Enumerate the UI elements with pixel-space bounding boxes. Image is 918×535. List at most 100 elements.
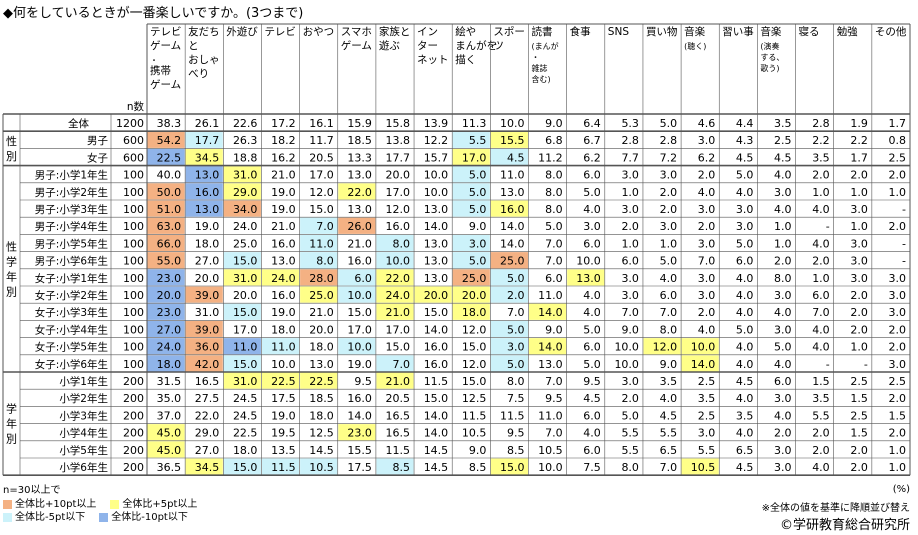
column-header-text: 歌う) [760, 63, 779, 73]
cell-value: 34.5 [195, 151, 220, 164]
cell-value: 10.0 [614, 341, 639, 354]
cell-highlight [376, 372, 414, 389]
cell-highlight [185, 148, 223, 166]
cell-value: 20.0 [462, 289, 487, 302]
row-n: 200 [123, 427, 144, 440]
cell-value: 8.0 [774, 272, 792, 285]
cell-value: 11.0 [309, 237, 334, 250]
cell-value: 1.5 [889, 409, 907, 422]
column-header-text: おしゃ [188, 54, 220, 66]
cell-value: 24.5 [233, 392, 258, 405]
cell-value: 3.0 [507, 341, 525, 354]
group-label: 年 [6, 417, 17, 431]
cell-value: 2.5 [698, 375, 716, 388]
cell-highlight [376, 269, 414, 286]
cell-value: 4.0 [583, 306, 601, 319]
cell-value: 3.0 [469, 237, 487, 250]
cell-value: 18.8 [233, 151, 258, 164]
column-header-text: 家族と [379, 25, 411, 38]
column-header-text: ター [417, 40, 438, 52]
cell-value: 11.5 [271, 461, 296, 474]
cell-highlight [300, 372, 338, 389]
cell-value: 3.0 [774, 444, 792, 457]
cell-value: 3.0 [698, 134, 716, 147]
column-header-text: ゲーム [150, 40, 181, 52]
cell-value: 23.0 [347, 427, 372, 440]
cell-value: 8.5 [507, 444, 525, 457]
cell-value: 22.0 [195, 409, 220, 422]
cell-value: 2.0 [850, 444, 868, 457]
cell-highlight [452, 234, 490, 252]
row-label: 男子:小学6年生 [35, 255, 108, 268]
legend: n=30以上で 全体比+10pt以上 全体比+5pt以上 全体比-5pt以下 全… [3, 484, 197, 525]
row-label: 小学2年生 [59, 392, 108, 405]
cell-value: 7.0 [316, 220, 334, 233]
cell-value: 2.5 [698, 409, 716, 422]
group-label: 別 [6, 285, 17, 298]
cell-value: 6.0 [583, 409, 601, 422]
cell-value: 8.0 [393, 237, 411, 250]
cell-value: 50.0 [157, 186, 182, 199]
cell-value: 4.0 [736, 358, 754, 371]
cell-value: 15.0 [347, 306, 372, 319]
cell-value: 20.0 [424, 289, 449, 302]
cell-value: 2.0 [621, 392, 639, 405]
cell-value: 15.0 [233, 461, 258, 474]
cell-value: 4.0 [736, 392, 754, 405]
row-label: 男子:小学5年生 [35, 237, 108, 250]
cell-highlight [338, 183, 376, 200]
cell-value: 12.2 [424, 134, 449, 147]
cell-value: 3.0 [698, 203, 716, 216]
cell-highlight [376, 234, 414, 252]
cell-value: 2.5 [850, 409, 868, 422]
cell-value: 4.0 [736, 306, 754, 319]
cell-value: 7.0 [621, 306, 639, 319]
legend-item-plus10: 全体比+10pt以上 [3, 498, 96, 512]
cell-value: 25.0 [462, 272, 487, 285]
cell-highlight [681, 338, 719, 355]
cell-value: 4.0 [736, 272, 754, 285]
group-label: 性 [6, 134, 17, 148]
cell-value: 21.0 [271, 220, 296, 233]
cell-value: 15.0 [424, 392, 449, 405]
cell-value: 4.0 [812, 323, 830, 336]
cell-highlight [567, 269, 605, 286]
cell-value: 19.0 [271, 409, 296, 422]
cell-value: 1.0 [889, 444, 907, 457]
row-n: 600 [123, 134, 144, 147]
cell-value: 6.0 [583, 341, 601, 354]
row-label: 男子:小学1年生 [35, 169, 108, 182]
cell-value: 21.0 [347, 237, 372, 250]
cell-value: - [826, 358, 830, 371]
cell-highlight [185, 338, 223, 355]
cell-highlight [643, 338, 681, 355]
row-n: 100 [123, 186, 144, 199]
cell-value: 3.0 [889, 358, 907, 371]
cell-value: 6.2 [583, 151, 601, 164]
cell-value: 14.0 [538, 341, 563, 354]
legend-item-minus10: 全体比-10pt以下 [99, 511, 188, 525]
cell-value: 17.0 [233, 323, 258, 336]
cell-value: 4.6 [698, 117, 716, 130]
cell-value: 22.6 [233, 117, 258, 130]
cell-value: 10.0 [386, 255, 411, 268]
cell-value: 1.5 [850, 427, 868, 440]
column-header-text: 遊ぶ [379, 39, 400, 52]
cell-value: 21.0 [386, 375, 411, 388]
cell-value: 13.0 [424, 237, 449, 250]
cell-highlight [223, 252, 261, 269]
cell-value: 11.3 [462, 117, 487, 130]
cell-highlight [452, 131, 490, 148]
cell-value: 7.0 [660, 461, 678, 474]
cell-value: 5.5 [621, 444, 639, 457]
cell-value: 5.0 [736, 237, 754, 250]
group-label: 学 [6, 254, 17, 268]
cell-value: 16.0 [195, 186, 220, 199]
cell-value: 22.0 [347, 186, 372, 199]
cell-value: 4.3 [736, 134, 754, 147]
cell-value: 14.5 [424, 444, 449, 457]
cell-value: 13.8 [386, 134, 411, 147]
column-header-text: (まんが [532, 41, 559, 51]
column-header-text: ネット [417, 54, 449, 66]
